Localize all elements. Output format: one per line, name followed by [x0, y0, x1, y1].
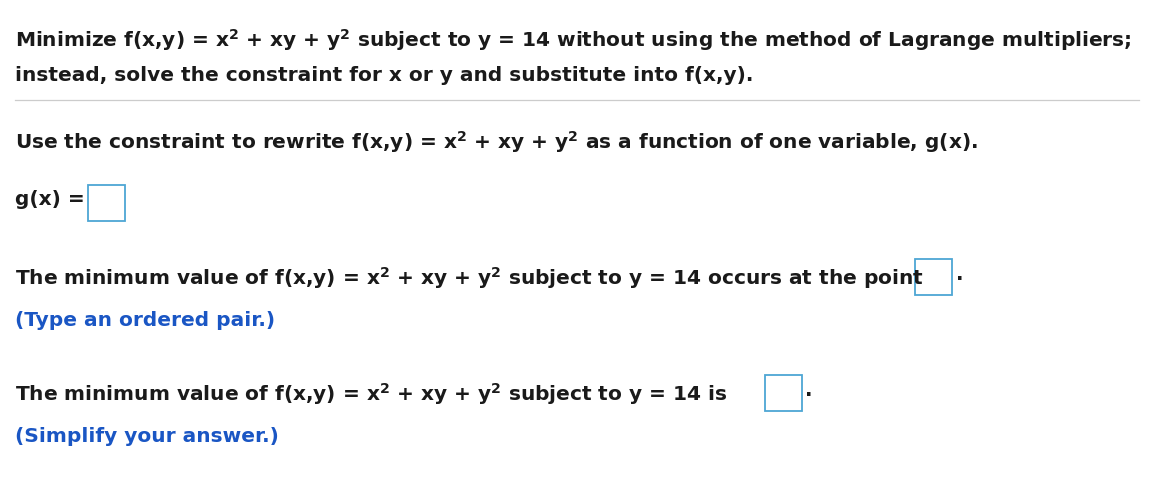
Text: (Simplify your answer.): (Simplify your answer.)	[15, 427, 279, 446]
Text: .: .	[956, 265, 962, 284]
Text: .: .	[805, 381, 812, 400]
Text: Use the constraint to rewrite f(x,y) = x$\mathbf{^{2}}$ + xy + y$\mathbf{^{2}}$ : Use the constraint to rewrite f(x,y) = x…	[15, 129, 977, 155]
Text: instead, solve the constraint for x or y and substitute into f(x,y).: instead, solve the constraint for x or y…	[15, 66, 754, 85]
FancyBboxPatch shape	[915, 259, 952, 295]
Text: The minimum value of f(x,y) = x$\mathbf{^{2}}$ + xy + y$\mathbf{^{2}}$ subject t: The minimum value of f(x,y) = x$\mathbf{…	[15, 381, 728, 407]
Text: Minimize f(x,y) = x$\mathbf{^{2}}$ + xy + y$\mathbf{^{2}}$ subject to y = 14 wit: Minimize f(x,y) = x$\mathbf{^{2}}$ + xy …	[15, 27, 1132, 53]
FancyBboxPatch shape	[765, 375, 802, 411]
Text: (Type an ordered pair.): (Type an ordered pair.)	[15, 311, 275, 330]
Text: The minimum value of f(x,y) = x$\mathbf{^{2}}$ + xy + y$\mathbf{^{2}}$ subject t: The minimum value of f(x,y) = x$\mathbf{…	[15, 265, 924, 291]
Text: g(x) =: g(x) =	[15, 190, 92, 209]
FancyBboxPatch shape	[88, 185, 125, 221]
